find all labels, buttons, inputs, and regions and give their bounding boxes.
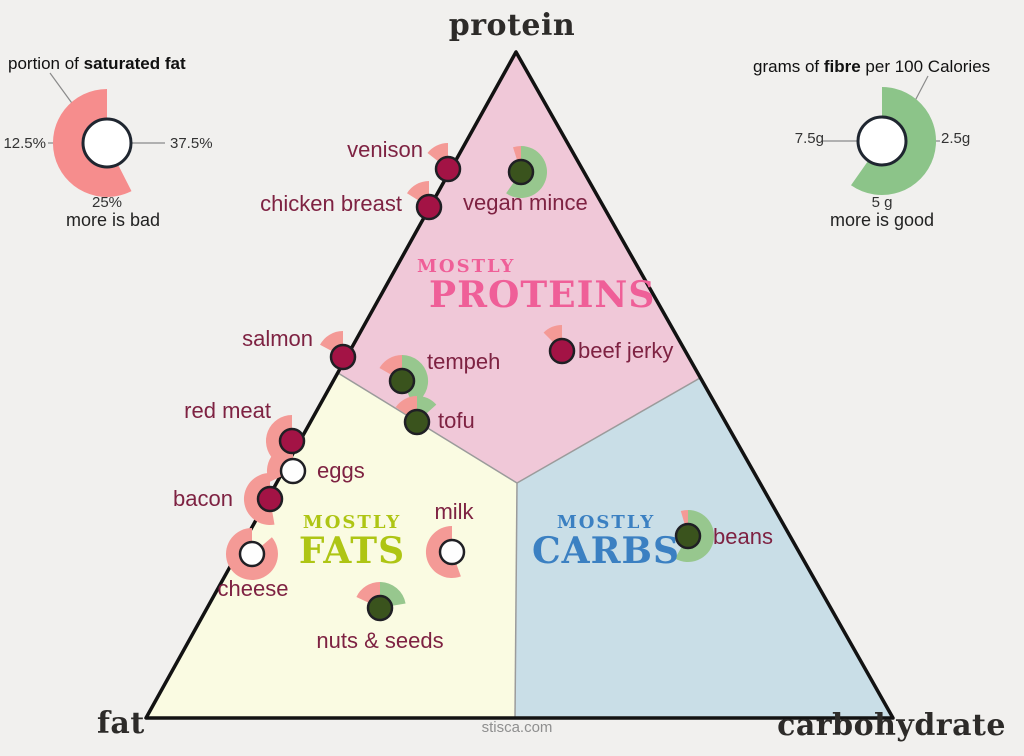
fibre-arc	[675, 509, 715, 562]
legend-saturated-fat-arc	[52, 88, 132, 197]
legend-right-tick-2-5: 2.5g	[941, 130, 971, 147]
sat-fat-arc	[225, 528, 278, 580]
food-label: chicken breast	[260, 191, 402, 216]
sat-fat-arc	[243, 472, 275, 525]
food-label: salmon	[242, 326, 313, 351]
footer-credit: stisca.com	[481, 719, 553, 736]
food-label: tempeh	[427, 349, 500, 374]
food-marker	[507, 158, 535, 186]
legend-fibre-title: grams of fibre per 100 Calories	[753, 57, 991, 76]
legend-left-caption: more is bad	[65, 210, 161, 230]
food-label: milk	[434, 499, 474, 524]
region-label-carbs: MOSTLY CARBS	[532, 512, 680, 572]
food-label: beans	[713, 524, 773, 549]
sat-fat-arc	[265, 415, 292, 460]
food-label: vegan mince	[463, 190, 588, 215]
sat-fat-arc	[513, 146, 521, 161]
sat-fat-arc	[543, 325, 562, 343]
food-marker	[388, 367, 416, 395]
fibre-arc	[506, 146, 548, 198]
region-divider	[514, 482, 518, 719]
region-divider	[516, 377, 701, 484]
food-marker	[238, 540, 266, 568]
food-label: red meat	[184, 398, 271, 423]
legend-left-tick-37-5: 37.5%	[170, 135, 213, 152]
axis-label-protein: protein	[448, 8, 576, 43]
food-marker	[366, 594, 394, 622]
food-label: venison	[347, 137, 423, 162]
food-label: bacon	[173, 486, 233, 511]
legend-right-caption: more is good	[829, 210, 935, 230]
sat-fat-arc	[356, 581, 380, 603]
food-marker	[415, 193, 443, 221]
region-label-proteins: MOSTLY PROTEINS	[417, 256, 656, 316]
axis-label-carbohydrate: carbohydrate	[777, 708, 1006, 743]
food-marker	[403, 408, 431, 436]
food-marker	[548, 337, 576, 365]
food-marker	[329, 343, 357, 371]
sat-fat-arc	[427, 143, 448, 162]
fibre-arc	[380, 582, 406, 606]
legend-left-tick-12-5: 12.5%	[3, 135, 46, 152]
region-fats	[146, 373, 517, 718]
sat-fat-arc	[680, 509, 688, 524]
food-marker	[278, 427, 306, 455]
sat-fat-arc	[320, 330, 343, 352]
food-marker	[434, 155, 462, 183]
food-label: cheese	[218, 576, 289, 601]
triangle-outline	[144, 50, 895, 720]
region-label-fats: MOSTLY FATS	[298, 512, 406, 572]
food-marker	[256, 485, 284, 513]
food-label: beef jerky	[578, 338, 673, 363]
legend-right-tick-7-5: 7.5g	[794, 130, 824, 147]
legend-fibre-arc	[851, 86, 937, 196]
legend-saturated-fat-title: portion of saturated fat	[8, 54, 186, 73]
food-marker	[674, 522, 702, 550]
food-label: eggs	[317, 458, 365, 483]
legend-saturated-fat-hub	[81, 117, 133, 169]
legend-right-tick-5: 5 g	[871, 194, 893, 211]
legend-fibre-hub	[856, 115, 908, 167]
food-label: tofu	[438, 408, 475, 433]
sat-fat-arc	[266, 444, 293, 482]
legend-left-tick-25: 25%	[91, 194, 123, 211]
axis-label-fat: fat	[97, 706, 145, 741]
fibre-arc	[417, 396, 437, 414]
food-marker	[438, 538, 466, 566]
food-label: nuts & seeds	[316, 628, 443, 653]
region-proteins	[338, 52, 700, 483]
food-marker	[279, 457, 307, 485]
